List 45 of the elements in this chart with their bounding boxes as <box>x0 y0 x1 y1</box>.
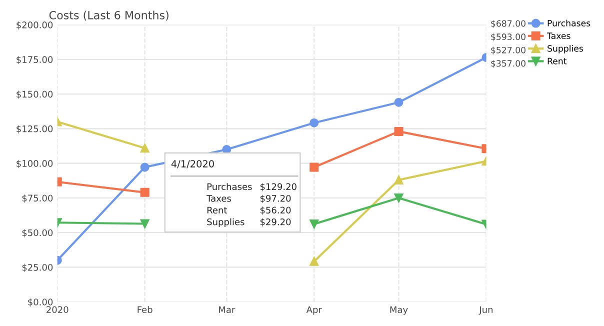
point <box>394 126 404 136</box>
text: $593.00 <box>491 33 526 42</box>
point <box>310 118 319 128</box>
text: $357.00 <box>491 60 526 68</box>
y-tick-label: $75.00 <box>22 194 53 203</box>
x-tick-label: 2020 <box>46 306 68 314</box>
text: $527.00 <box>491 46 526 54</box>
annotation: $97.20 <box>260 194 291 204</box>
annotation: 4/1/2020 <box>171 160 214 168</box>
legend-label: Taxes <box>546 32 570 40</box>
point <box>394 98 404 107</box>
x-tick-label: May <box>390 306 408 315</box>
legend-label: Supplies <box>548 45 584 54</box>
point <box>140 188 150 197</box>
legend-label: Purchases <box>548 20 590 26</box>
y-tick-label: $25.00 <box>22 264 53 272</box>
point <box>310 162 319 172</box>
y-tick-label: $0.00 <box>28 298 53 307</box>
annotation: $129.20 <box>260 183 296 192</box>
y-tick-label: $200.00 <box>16 21 53 30</box>
x-tick-label: Jun <box>478 306 493 315</box>
y-tick-label: $50.00 <box>22 229 53 238</box>
point <box>310 219 319 229</box>
x-tick-label: Apr <box>306 306 322 315</box>
x-tick-label: Mar <box>219 306 236 314</box>
annotation: $56.20 <box>260 206 291 215</box>
chart-title: Costs (Last 6 Months) <box>49 10 168 21</box>
annotation: $29.20 <box>260 218 291 226</box>
point <box>310 256 319 266</box>
legend-label: Rent <box>548 58 567 64</box>
text: $687.00 <box>491 20 526 28</box>
y-tick-label: $100.00 <box>16 160 53 168</box>
point <box>140 219 150 228</box>
x-tick-label: Feb <box>138 306 152 314</box>
y-tick-label: $125.00 <box>16 125 53 134</box>
point <box>140 144 150 153</box>
annotation: Supplies <box>207 218 244 228</box>
y-tick-label: $150.00 <box>16 90 53 99</box>
point <box>140 162 150 172</box>
annotation: Rent <box>207 206 228 214</box>
annotation: Purchases <box>207 183 252 190</box>
point <box>394 175 404 184</box>
point <box>394 193 404 202</box>
y-tick-label: $175.00 <box>16 56 53 64</box>
annotation: Taxes <box>206 195 232 202</box>
